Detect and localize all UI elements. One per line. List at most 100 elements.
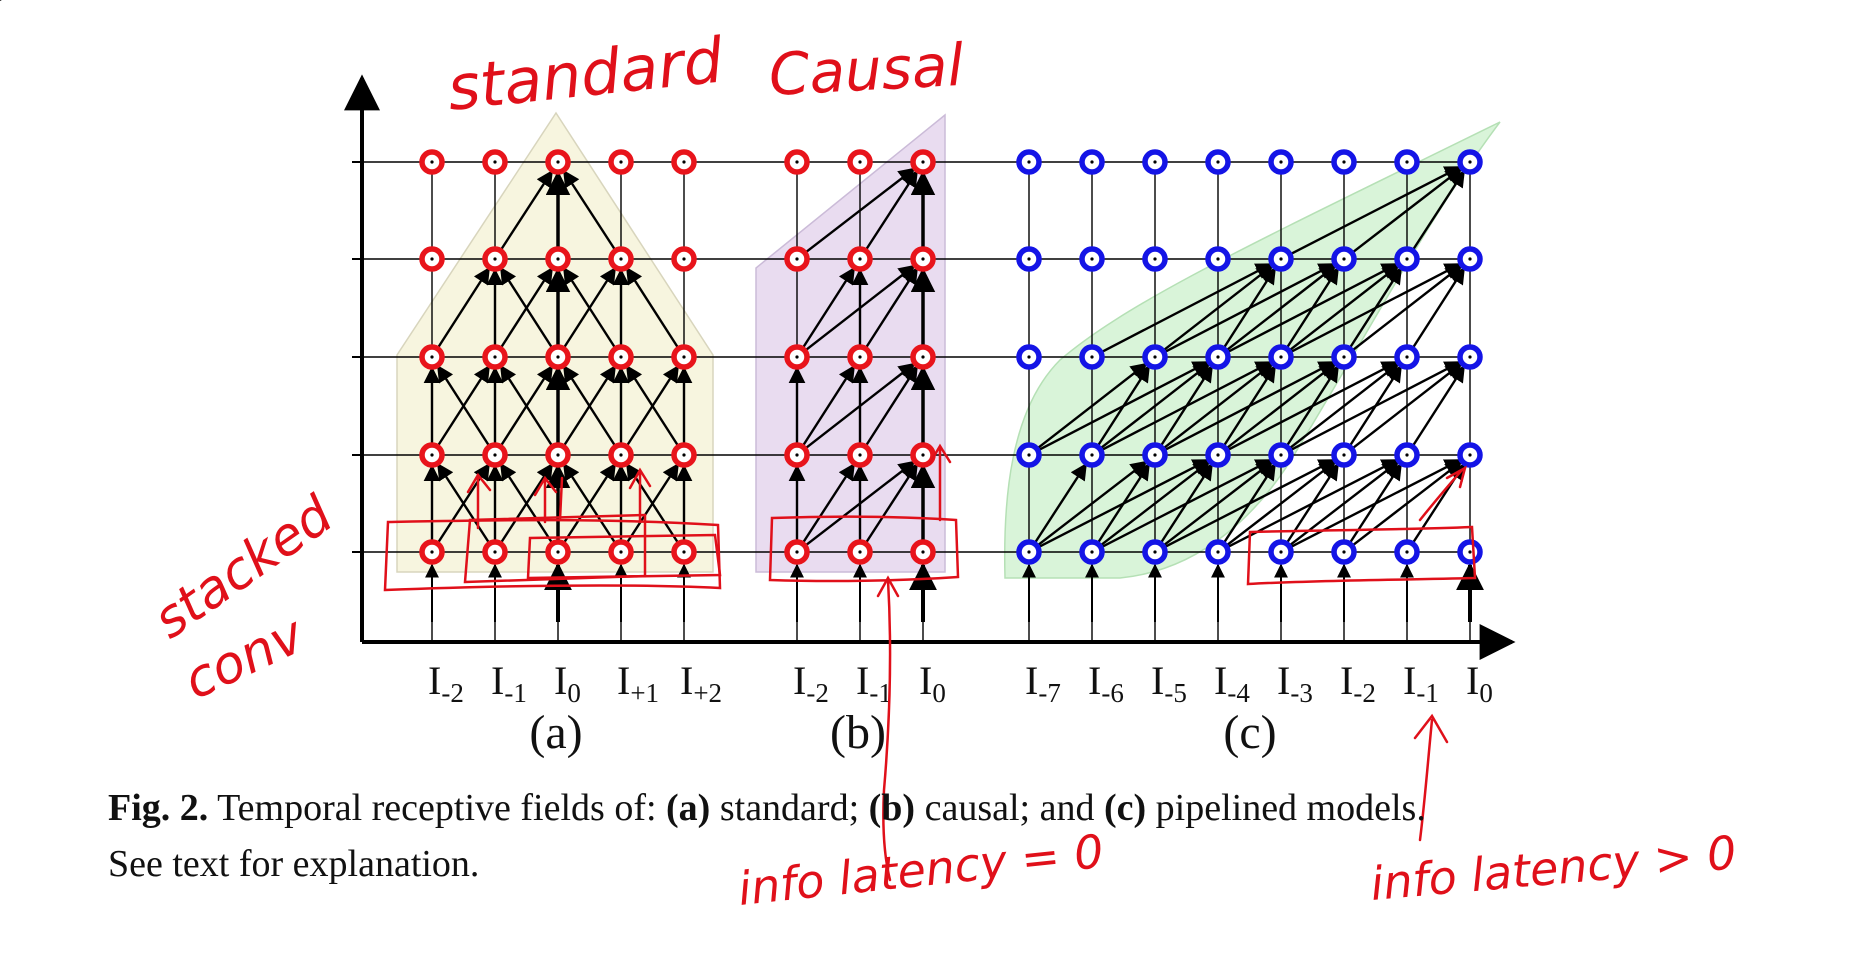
node-center-dot [858, 355, 862, 359]
tick-subscript: -1 [869, 678, 892, 708]
node-center-dot [921, 257, 925, 261]
node-center-dot [1090, 355, 1094, 359]
connection-arrow [1288, 362, 1400, 450]
node-center-dot [493, 453, 497, 457]
tick-subscript: -5 [1164, 678, 1187, 708]
caption-text-1: Temporal receptive fields of: [208, 787, 667, 829]
node-center-dot [619, 257, 623, 261]
node-center-dot [921, 355, 925, 359]
connection-arrow [1163, 360, 1336, 452]
connection-arrow [1033, 462, 1088, 545]
axis-tick-label: I-1 [491, 658, 527, 708]
node-center-dot [556, 257, 560, 261]
tick-main-letter: I [554, 658, 567, 703]
axis-tick-label: I-2 [1340, 658, 1376, 708]
axis-tick-label: I-3 [1277, 658, 1313, 708]
connection-arrow [436, 266, 491, 350]
node-center-dot [430, 257, 434, 261]
connection-arrow [625, 364, 680, 448]
tick-main-letter: I [793, 658, 806, 703]
connection-arrow [1037, 360, 1210, 452]
node-center-dot [619, 160, 623, 164]
node-center-dot [619, 550, 623, 554]
node-center-dot [556, 355, 560, 359]
connection-arrow [562, 462, 617, 545]
connection-arrow [1099, 362, 1211, 450]
node-center-dot [1468, 257, 1472, 261]
node-center-dot [795, 160, 799, 164]
node-center-dot [430, 550, 434, 554]
standard-receptive-field-region [396, 111, 714, 573]
node-center-dot [1279, 160, 1283, 164]
node-center-dot [1279, 257, 1283, 261]
connection-arrow [499, 266, 554, 350]
node-center-dot [1090, 257, 1094, 261]
tick-main-letter: I [491, 658, 504, 703]
axis-tick-label: I+2 [680, 658, 722, 708]
node-center-dot [795, 550, 799, 554]
axis-tick-label: I+1 [617, 658, 659, 708]
connection-arrow [1099, 460, 1211, 547]
node-center-dot [1027, 550, 1031, 554]
axis-tick-label: I-6 [1088, 658, 1124, 708]
node-center-dot [1342, 257, 1346, 261]
connection-arrow [499, 169, 554, 252]
connection-arrow [801, 266, 856, 350]
connection-arrow [499, 364, 554, 448]
tick-subscript: +2 [693, 678, 722, 708]
connection-arrow [1162, 460, 1274, 547]
connection-arrow [1351, 167, 1463, 254]
connection-arrow [625, 266, 680, 350]
node-center-dot [1405, 550, 1409, 554]
tick-main-letter: I [617, 658, 630, 703]
connection-arrow [436, 364, 491, 448]
connection-arrow [499, 462, 554, 545]
figure-caption: Fig. 2. Temporal receptive fields of: (a… [108, 780, 1808, 892]
node-center-dot [493, 550, 497, 554]
axis-tick-label: I-7 [1025, 658, 1061, 708]
connection-arrow [1225, 362, 1337, 450]
annotation-standard: standard [444, 23, 727, 125]
tick-subscript: -2 [1353, 678, 1376, 708]
node-center-dot [493, 160, 497, 164]
connection-arrow [1100, 458, 1273, 549]
connection-arrow [1289, 360, 1462, 452]
tick-subscript: 0 [567, 678, 581, 708]
caption-label-b: (b) [868, 787, 916, 829]
caption-text-3: causal; and [915, 787, 1104, 829]
connection-arrow [1036, 460, 1148, 547]
tick-subscript: -1 [1416, 678, 1439, 708]
node-center-dot [1153, 257, 1157, 261]
node-center-dot [1216, 355, 1220, 359]
axis-tick-label: I-1 [1403, 658, 1439, 708]
connection-arrow [804, 362, 916, 450]
connection-arrow [1100, 360, 1273, 452]
connection-arrows [423, 165, 1484, 622]
node-center-dot [1090, 453, 1094, 457]
node-center-dot [1342, 355, 1346, 359]
axis-tick-label: I-4 [1214, 658, 1250, 708]
connection-arrow [1225, 264, 1337, 352]
panel-label-c: (c) [1223, 706, 1276, 759]
node-center-dot [921, 550, 925, 554]
node-center-dot [1216, 257, 1220, 261]
node-center-dot [1405, 453, 1409, 457]
tick-subscript: +1 [630, 678, 659, 708]
connection-arrow [804, 167, 916, 254]
node-center-dot [1342, 550, 1346, 554]
connection-arrow [562, 364, 617, 448]
connection-arrow [1289, 165, 1462, 256]
axis-tick-label: I-1 [856, 658, 892, 708]
axis-tick-label: I-2 [793, 658, 829, 708]
node-center-dot [556, 453, 560, 457]
tick-main-letter: I [1025, 658, 1038, 703]
node-center-dot [1153, 453, 1157, 457]
connection-arrow [801, 462, 856, 545]
tick-main-letter: I [680, 658, 693, 703]
node-center-dot [921, 453, 925, 457]
node-center-dot [1153, 160, 1157, 164]
pipelined-receptive-field-region [1003, 121, 1501, 579]
connection-arrow [1411, 266, 1466, 350]
connection-arrow [625, 462, 680, 545]
node-center-dot [858, 550, 862, 554]
